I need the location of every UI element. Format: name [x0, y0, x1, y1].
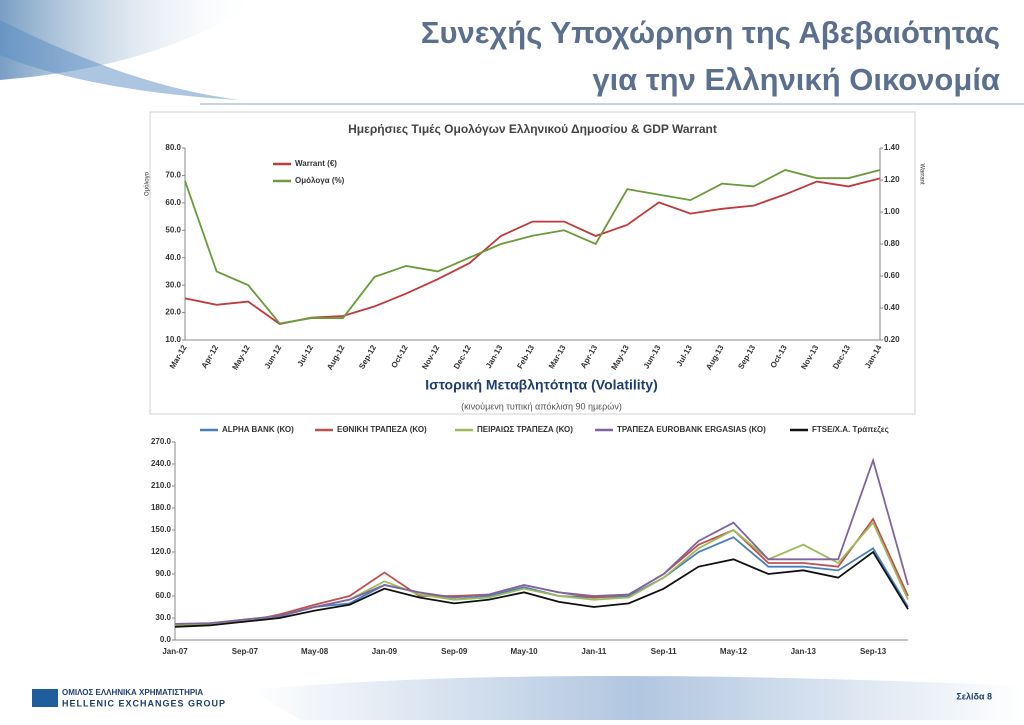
page-number: Σελίδα 8	[956, 691, 992, 701]
x-tick-label: Jan-13	[791, 647, 817, 656]
chart-frame	[149, 111, 916, 415]
x-tick-label: May-12	[720, 647, 748, 656]
chart-title: Ημερήσιες Τιμές Ομολόγων Ελληνικού Δημοσ…	[348, 122, 717, 136]
y-tick-label: 30.0	[165, 280, 181, 289]
legend-label: ΕΘΝΙΚΗ ΤΡΑΠΕΖΑ (ΚΟ)	[337, 425, 427, 434]
logo-text: HELLENIC EXCHANGES GROUP	[62, 698, 226, 708]
y-tick-label: 40.0	[165, 253, 181, 262]
title-line: Συνεχής Υποχώρηση της Αβεβαιότητας	[421, 15, 1000, 50]
legend-label: ΠΕΙΡΑΙΩΣ ΤΡΑΠΕΖΑ (ΚΟ)	[477, 425, 573, 434]
y2-tick-label: 1.00	[884, 207, 900, 216]
header-swoosh	[0, 20, 240, 100]
y2-tick-label: 0.20	[884, 335, 900, 344]
series-line	[174, 457, 909, 625]
y-tick-label: 0.0	[160, 635, 172, 644]
series-line	[174, 550, 909, 628]
x-tick-label: Sep-11	[651, 647, 677, 656]
y-tick-label: 180.0	[151, 503, 172, 512]
y2-tick-label: 1.40	[884, 143, 900, 152]
y-tick-label: 60.0	[155, 591, 171, 600]
logo-mark	[32, 689, 58, 707]
y-tick-label: 270.0	[151, 437, 172, 446]
legend-label: Ομόλογα (%)	[295, 176, 345, 185]
chart-title: Ιστορική Μεταβλητότητα (Volatility)	[425, 377, 658, 393]
y-tick-label: 30.0	[155, 613, 171, 622]
y2-tick-label: 0.60	[884, 271, 900, 280]
y-tick-label: 150.0	[151, 525, 172, 534]
x-tick-label: Jan-11	[581, 647, 606, 656]
y-tick-label: 70.0	[165, 171, 181, 180]
y2-tick-label: 0.40	[884, 303, 900, 312]
y-tick-label: 90.0	[155, 569, 171, 578]
y-axis-label: Ομόλογο	[144, 171, 151, 196]
x-tick-label: May-10	[510, 647, 538, 656]
y-tick-label: 80.0	[165, 143, 181, 152]
x-tick-label: Jan-09	[372, 647, 398, 656]
legend-label: FTSE/Χ.Α. Τράπεζες	[812, 425, 889, 434]
y2-axis-label: Warrant	[918, 163, 924, 184]
y-tick-label: 240.0	[151, 459, 172, 468]
title-line: για την Ελληνική Οικονομία	[592, 62, 1000, 97]
series-line	[174, 521, 909, 627]
logo-text: ΟΜΙΛΟΣ ΕΛΛΗΝΙΚΑ ΧΡΗΜΑΤΙΣΤΗΡΙΑ	[62, 688, 203, 697]
x-tick-label: Sep-09	[441, 647, 468, 656]
series-line	[184, 168, 881, 325]
chart-subtitle: (κινούμενη τυπική απόκλιση 90 ημερών)	[461, 401, 622, 411]
y2-tick-label: 1.20	[884, 175, 900, 184]
y-tick-label: 20.0	[165, 308, 181, 317]
footer-band	[250, 675, 1024, 720]
y2-tick-label: 0.80	[884, 239, 900, 248]
y-tick-label: 210.0	[151, 481, 172, 490]
x-tick-label: Jan-07	[162, 647, 188, 656]
x-tick-label: May-08	[301, 647, 329, 656]
series-line	[174, 517, 909, 627]
y-tick-label: 120.0	[151, 547, 172, 556]
y-tick-label: 10.0	[165, 335, 181, 344]
legend-label: ALPHA BANK (ΚΟ)	[222, 425, 294, 434]
legend-label: ΤΡΑΠΕΖΑ EUROBANK ERGASIAS (ΚΟ)	[617, 425, 766, 434]
x-tick-label: Sep-13	[860, 647, 887, 656]
y-tick-label: 60.0	[165, 198, 181, 207]
y-tick-label: 50.0	[165, 225, 181, 234]
legend-label: Warrant (€)	[295, 159, 337, 168]
x-tick-label: Sep-07	[232, 647, 259, 656]
